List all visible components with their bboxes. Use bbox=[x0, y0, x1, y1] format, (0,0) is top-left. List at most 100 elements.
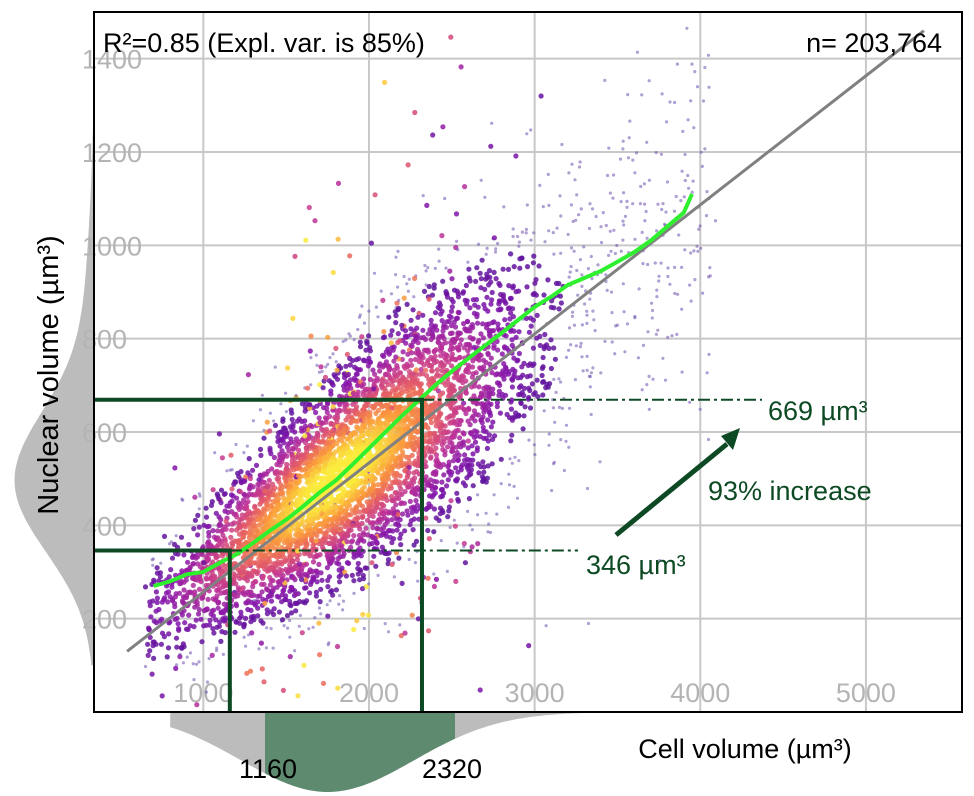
scatter-point bbox=[548, 365, 555, 372]
scatter-point bbox=[481, 469, 487, 475]
scatter-point bbox=[489, 461, 495, 467]
scatter-point bbox=[181, 498, 185, 502]
scatter-point bbox=[375, 470, 381, 476]
scatter-point bbox=[590, 207, 595, 211]
scatter-point bbox=[462, 184, 468, 190]
scatter-point bbox=[466, 260, 470, 264]
scatter-point bbox=[676, 292, 680, 296]
scatter-point bbox=[713, 219, 718, 223]
scatter-point bbox=[519, 255, 525, 261]
scatter-point bbox=[399, 500, 405, 506]
scatter-point bbox=[567, 348, 571, 352]
scatter-point bbox=[307, 627, 311, 631]
scatter-point bbox=[567, 406, 572, 410]
scatter-point bbox=[304, 550, 310, 556]
scatter-point bbox=[389, 344, 395, 350]
scatter-point bbox=[680, 169, 684, 173]
scatter-point bbox=[380, 476, 386, 483]
scatter-point bbox=[363, 507, 369, 513]
scatter-point bbox=[385, 409, 391, 415]
scatter-point bbox=[585, 354, 589, 358]
scatter-point bbox=[569, 203, 574, 207]
scatter-point bbox=[598, 460, 602, 464]
scatter-point bbox=[470, 528, 474, 532]
scatter-point bbox=[657, 279, 661, 283]
scatter-point bbox=[167, 594, 173, 600]
scatter-point bbox=[612, 228, 616, 232]
scatter-point bbox=[687, 186, 691, 190]
scatter-point bbox=[627, 136, 631, 140]
scatter-point bbox=[357, 344, 364, 350]
scatter-point bbox=[353, 418, 359, 424]
scatter-point bbox=[398, 486, 404, 492]
scatter-point bbox=[180, 599, 186, 605]
y-tick-label: 1400 bbox=[82, 45, 142, 75]
scatter-point bbox=[611, 196, 615, 200]
scatter-point bbox=[444, 483, 450, 489]
scatter-point bbox=[245, 372, 251, 378]
scatter-point bbox=[336, 561, 342, 567]
scatter-point bbox=[360, 392, 366, 398]
scatter-point bbox=[354, 618, 360, 624]
scatter-point bbox=[346, 518, 352, 525]
scatter-point bbox=[353, 371, 359, 377]
scatter-point bbox=[532, 390, 538, 396]
scatter-point bbox=[567, 445, 571, 449]
scatter-point bbox=[282, 597, 288, 603]
scatter-point bbox=[408, 332, 414, 338]
scatter-point bbox=[537, 342, 543, 349]
scatter-point bbox=[677, 233, 681, 237]
scatter-point bbox=[330, 459, 337, 466]
scatter-point bbox=[680, 307, 684, 311]
scatter-point bbox=[372, 371, 378, 377]
scatter-point bbox=[276, 609, 282, 615]
scatter-point bbox=[557, 377, 561, 381]
scatter-point bbox=[508, 438, 514, 444]
scatter-point bbox=[398, 386, 404, 392]
scatter-point bbox=[269, 627, 273, 631]
scatter-point bbox=[401, 382, 407, 388]
scatter-point bbox=[318, 364, 324, 370]
scatter-point bbox=[426, 536, 432, 542]
scatter-point bbox=[520, 230, 525, 234]
scatter-point bbox=[621, 282, 625, 286]
scatter-point bbox=[626, 156, 631, 160]
scatter-point bbox=[412, 475, 418, 481]
scatter-point bbox=[636, 356, 641, 360]
scatter-point bbox=[228, 468, 232, 472]
scatter-point bbox=[650, 308, 655, 313]
scatter-point bbox=[292, 480, 298, 486]
scatter-point bbox=[428, 446, 434, 452]
scatter-point bbox=[486, 530, 490, 534]
scatter-point bbox=[324, 409, 330, 415]
scatter-point bbox=[631, 202, 635, 206]
scatter-point bbox=[504, 411, 510, 418]
scatter-point bbox=[579, 207, 583, 211]
scatter-point bbox=[437, 247, 441, 251]
scatter-point bbox=[249, 515, 255, 522]
scatter-point bbox=[387, 534, 393, 540]
scatter-point bbox=[637, 287, 641, 291]
scatter-point bbox=[639, 184, 643, 189]
scatter-point bbox=[279, 559, 285, 565]
scatter-point bbox=[526, 329, 533, 335]
scatter-point bbox=[443, 196, 447, 201]
scatter-point bbox=[245, 444, 249, 448]
scatter-point bbox=[547, 229, 551, 233]
scatter-point bbox=[435, 339, 442, 345]
scatter-point bbox=[502, 317, 508, 323]
scatter-point bbox=[573, 178, 577, 182]
scatter-point bbox=[350, 401, 356, 407]
scatter-point bbox=[604, 273, 608, 277]
scatter-point bbox=[337, 408, 343, 414]
scatter-point bbox=[505, 305, 511, 312]
scatter-point bbox=[361, 538, 367, 544]
scatter-point bbox=[243, 474, 249, 480]
scatter-point bbox=[539, 372, 545, 379]
scatter-point bbox=[475, 304, 481, 310]
scatter-point bbox=[522, 404, 528, 410]
scatter-point bbox=[450, 299, 456, 305]
scatter-point bbox=[400, 349, 406, 355]
scatter-point bbox=[396, 249, 400, 253]
scatter-point bbox=[462, 483, 468, 489]
